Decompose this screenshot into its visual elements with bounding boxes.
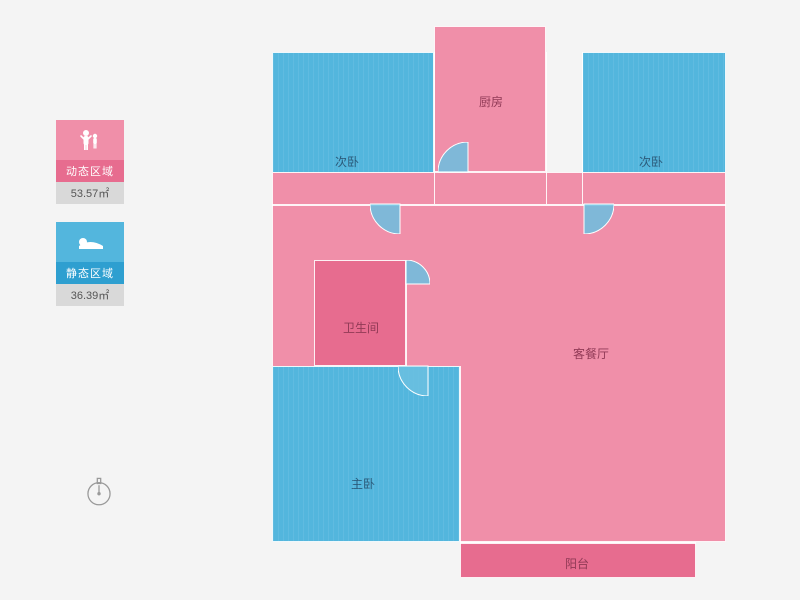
floor-plan: 厨房次卧 次卧客餐厅 卫生间主卧阳台	[272, 26, 726, 578]
room-label-balcony: 阳台	[565, 555, 589, 572]
room-label-bed2_l: 次卧	[335, 153, 359, 170]
legend-static-label: 静态区域	[56, 262, 124, 284]
room-balcony: 阳台	[460, 542, 696, 578]
legend-dynamic-label: 动态区域	[56, 160, 124, 182]
legend-static-value: 36.39㎡	[56, 284, 124, 306]
legend-dynamic: 动态区域 53.57㎡	[56, 120, 124, 204]
people-icon	[56, 120, 124, 160]
legend-dynamic-value: 53.57㎡	[56, 182, 124, 204]
room-kitchen: 厨房	[434, 26, 546, 172]
room-bath: 卫生间	[314, 260, 406, 366]
room-label-living: 客餐厅	[573, 345, 609, 362]
legend-static: 静态区域 36.39㎡	[56, 222, 124, 306]
room-label-bed_m: 主卧	[351, 475, 375, 492]
compass-icon	[82, 475, 116, 509]
legend-panel: 动态区域 53.57㎡ 静态区域 36.39㎡	[56, 120, 124, 324]
room-bed_m: 主卧	[272, 366, 460, 542]
sleep-icon	[56, 222, 124, 262]
room-label-kitchen: 厨房	[479, 93, 503, 110]
room-label-bath: 卫生间	[343, 319, 379, 336]
room-label-bed2_r: 次卧	[639, 153, 663, 170]
